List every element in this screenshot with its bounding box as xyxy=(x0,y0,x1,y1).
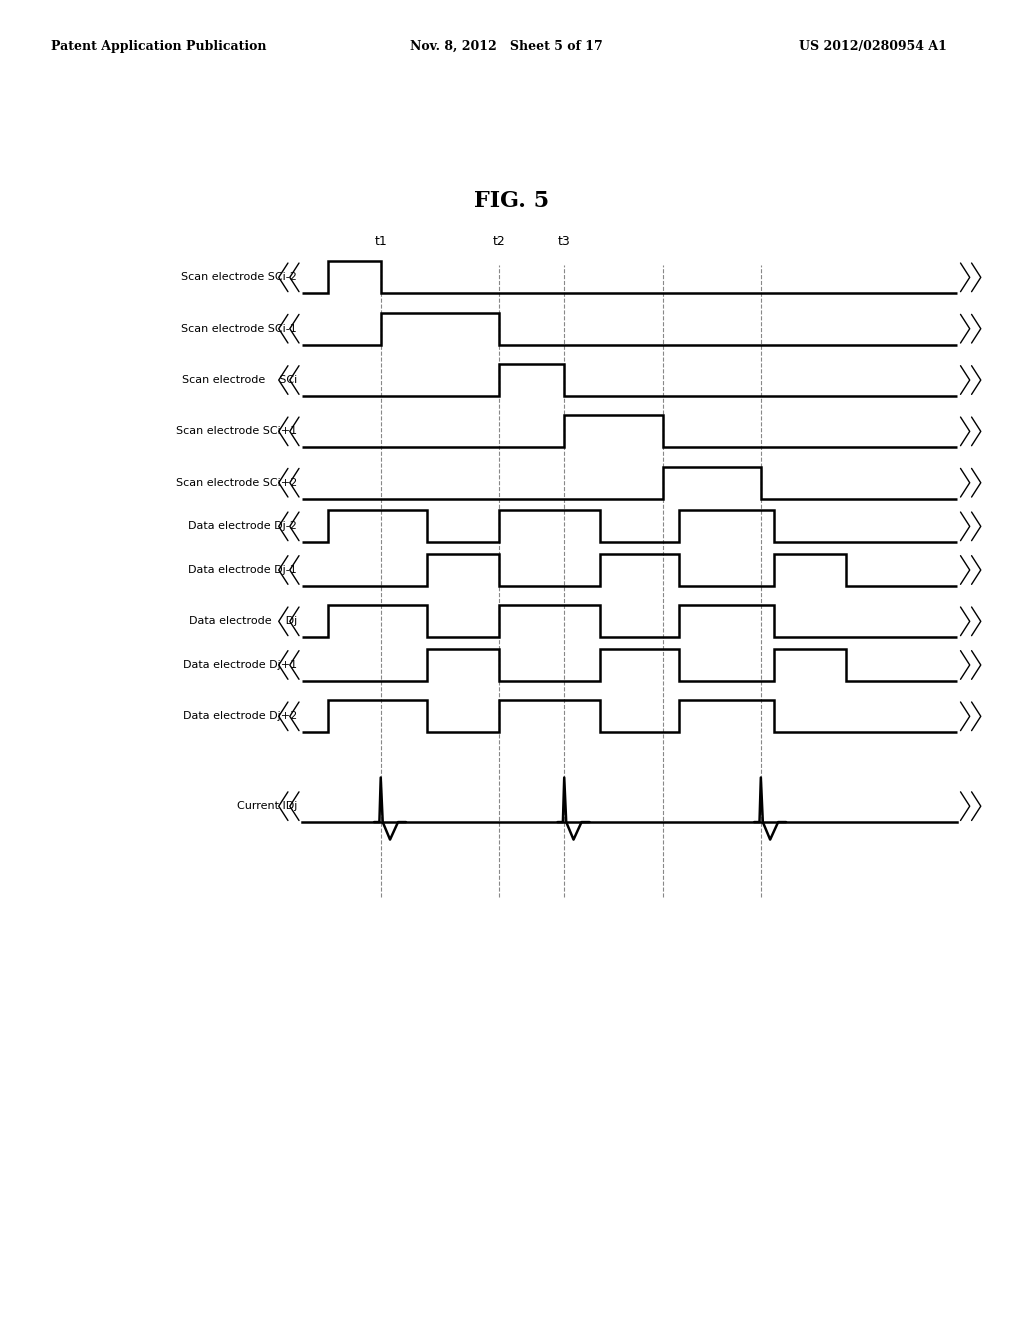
Text: Data electrode Dj+1: Data electrode Dj+1 xyxy=(183,660,297,671)
Text: Scan electrode SCi+1: Scan electrode SCi+1 xyxy=(176,426,297,437)
Text: Scan electrode SCi-2: Scan electrode SCi-2 xyxy=(181,272,297,282)
Text: Data electrode    Dj: Data electrode Dj xyxy=(188,616,297,626)
Text: Patent Application Publication: Patent Application Publication xyxy=(51,40,266,53)
Text: Scan electrode SCi-1: Scan electrode SCi-1 xyxy=(181,323,297,334)
Text: FIG. 5: FIG. 5 xyxy=(474,190,550,211)
Text: Data electrode Dj-2: Data electrode Dj-2 xyxy=(188,521,297,532)
Text: Nov. 8, 2012   Sheet 5 of 17: Nov. 8, 2012 Sheet 5 of 17 xyxy=(410,40,602,53)
Text: Current IDj: Current IDj xyxy=(237,801,297,812)
Text: t2: t2 xyxy=(493,235,505,248)
Text: t1: t1 xyxy=(375,235,387,248)
Text: Scan electrode SCi+2: Scan electrode SCi+2 xyxy=(176,478,297,487)
Text: Scan electrode    SCi: Scan electrode SCi xyxy=(181,375,297,385)
Text: t3: t3 xyxy=(558,235,570,248)
Text: US 2012/0280954 A1: US 2012/0280954 A1 xyxy=(799,40,946,53)
Text: Data electrode Dj+2: Data electrode Dj+2 xyxy=(182,711,297,721)
Text: Data electrode Dj-1: Data electrode Dj-1 xyxy=(188,565,297,576)
